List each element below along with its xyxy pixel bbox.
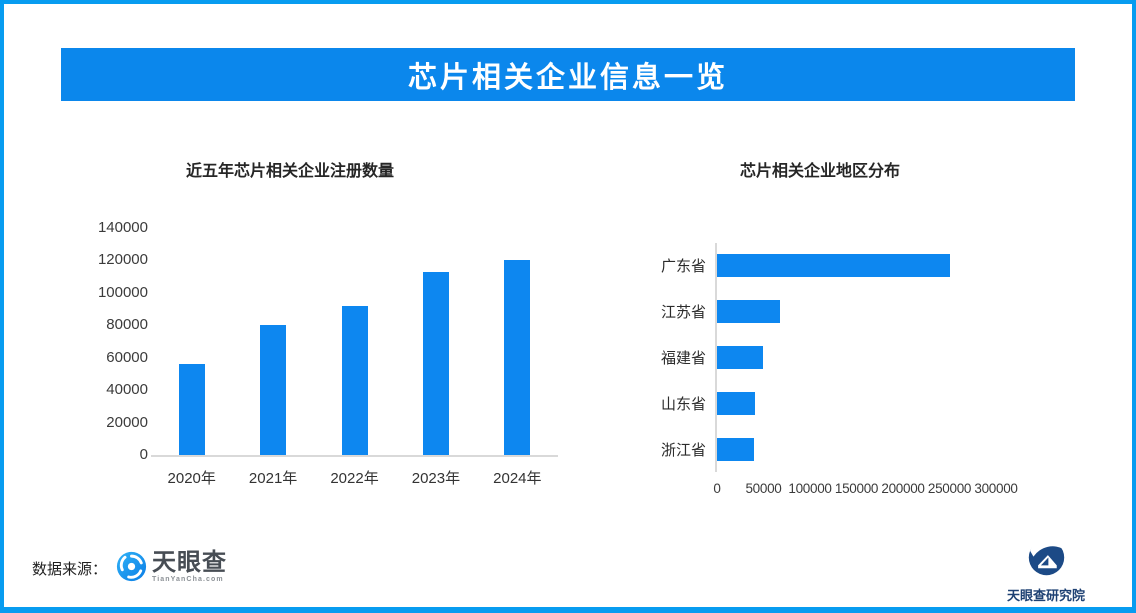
x-tick-label: 50000 — [745, 481, 782, 496]
bar-row-山东省 — [717, 380, 999, 426]
y-tick-label: 20000 — [106, 413, 148, 431]
y-tick-label: 120000 — [97, 251, 148, 269]
y-tick-label: 140000 — [97, 219, 148, 236]
left-chart-title: 近五年芯片相关企业注册数量 — [186, 163, 395, 180]
bar-浙江省 — [717, 437, 755, 461]
y-tick-label: 60000 — [106, 348, 148, 366]
bar-row-福建省 — [717, 335, 999, 381]
bar-江苏省 — [717, 300, 781, 324]
x-tick-label: 250000 — [927, 481, 972, 496]
x-tick-label: 0 — [713, 481, 721, 496]
bar-2021年 — [260, 325, 287, 455]
bar-slot-2021年 — [232, 228, 313, 455]
bar-slot-2024年 — [477, 228, 558, 455]
bar-row-浙江省 — [717, 426, 999, 472]
data-source-label: 数据来源： — [32, 561, 108, 578]
tianyancha-swirl-icon — [116, 551, 147, 587]
x-tick-label: 2022年 — [330, 470, 379, 487]
right-chart-title: 芯片相关企业地区分布 — [740, 163, 901, 180]
x-tick-label: 2021年 — [248, 470, 298, 487]
research-institute-logo: 天眼查研究院 — [1003, 537, 1089, 604]
bar-row-广东省 — [717, 243, 999, 289]
page-title: 芯片相关企业信息一览 — [407, 61, 728, 94]
x-tick-label: 2023年 — [411, 470, 461, 487]
right-chart-category-labels: 广东省江苏省福建省山东省浙江省 — [600, 243, 706, 472]
bar-slot-2023年 — [395, 228, 476, 455]
left-chart-x-axis-labels: 2020年 2021年 2022年 2023年 2024年 — [151, 467, 558, 488]
left-chart-plot-area — [151, 228, 558, 457]
x-tick-label: 2024年 — [493, 470, 542, 487]
bar-2020年 — [178, 364, 205, 455]
y-tick-label: 40000 — [106, 381, 148, 399]
tianyancha-logo-text-block: 天眼查 TianYanCha.com — [152, 549, 227, 584]
bar-row-江苏省 — [717, 289, 999, 335]
tianyancha-logo-subtext: TianYanCha.com — [152, 576, 224, 583]
tianyancha-logo-text: 天眼查 — [152, 549, 227, 576]
bar-slot-2020年 — [151, 228, 232, 455]
bar-2023年 — [422, 271, 449, 455]
category-label-浙江省: 浙江省 — [660, 441, 706, 459]
x-tick-label: 200000 — [881, 481, 925, 496]
bar-山东省 — [717, 391, 756, 415]
research-institute-logo-text: 天眼查研究院 — [1006, 588, 1085, 603]
y-tick-label: 0 — [139, 446, 148, 463]
tianyancha-logo: 天眼查 TianYanCha.com — [116, 551, 227, 587]
bar-广东省 — [717, 254, 950, 278]
right-chart-plot-area — [715, 243, 999, 472]
bar-福建省 — [717, 345, 763, 369]
category-label-福建省: 福建省 — [660, 349, 706, 367]
x-tick-label: 150000 — [834, 481, 879, 496]
right-chart-x-axis-labels: 0 50000 100000 150000 200000 250000 300000 — [713, 481, 1018, 499]
bar-slot-2022年 — [314, 228, 395, 455]
research-institute-swirl-icon — [1026, 537, 1067, 583]
bar-2022年 — [341, 305, 368, 455]
y-tick-label: 80000 — [106, 316, 148, 334]
bar-2024年 — [504, 260, 531, 455]
category-label-广东省: 广东省 — [660, 258, 706, 276]
y-tick-label: 100000 — [97, 283, 148, 301]
x-tick-label: 100000 — [788, 481, 832, 496]
category-label-山东省: 山东省 — [660, 395, 706, 413]
title-banner: 芯片相关企业信息一览 — [61, 48, 1075, 101]
x-tick-label: 2020年 — [167, 470, 216, 487]
left-chart-y-axis-labels: 140000 120000 100000 80000 60000 40000 20000 0 — [60, 219, 148, 463]
x-tick-label: 300000 — [974, 481, 1018, 496]
category-label-江苏省: 江苏省 — [660, 304, 706, 322]
